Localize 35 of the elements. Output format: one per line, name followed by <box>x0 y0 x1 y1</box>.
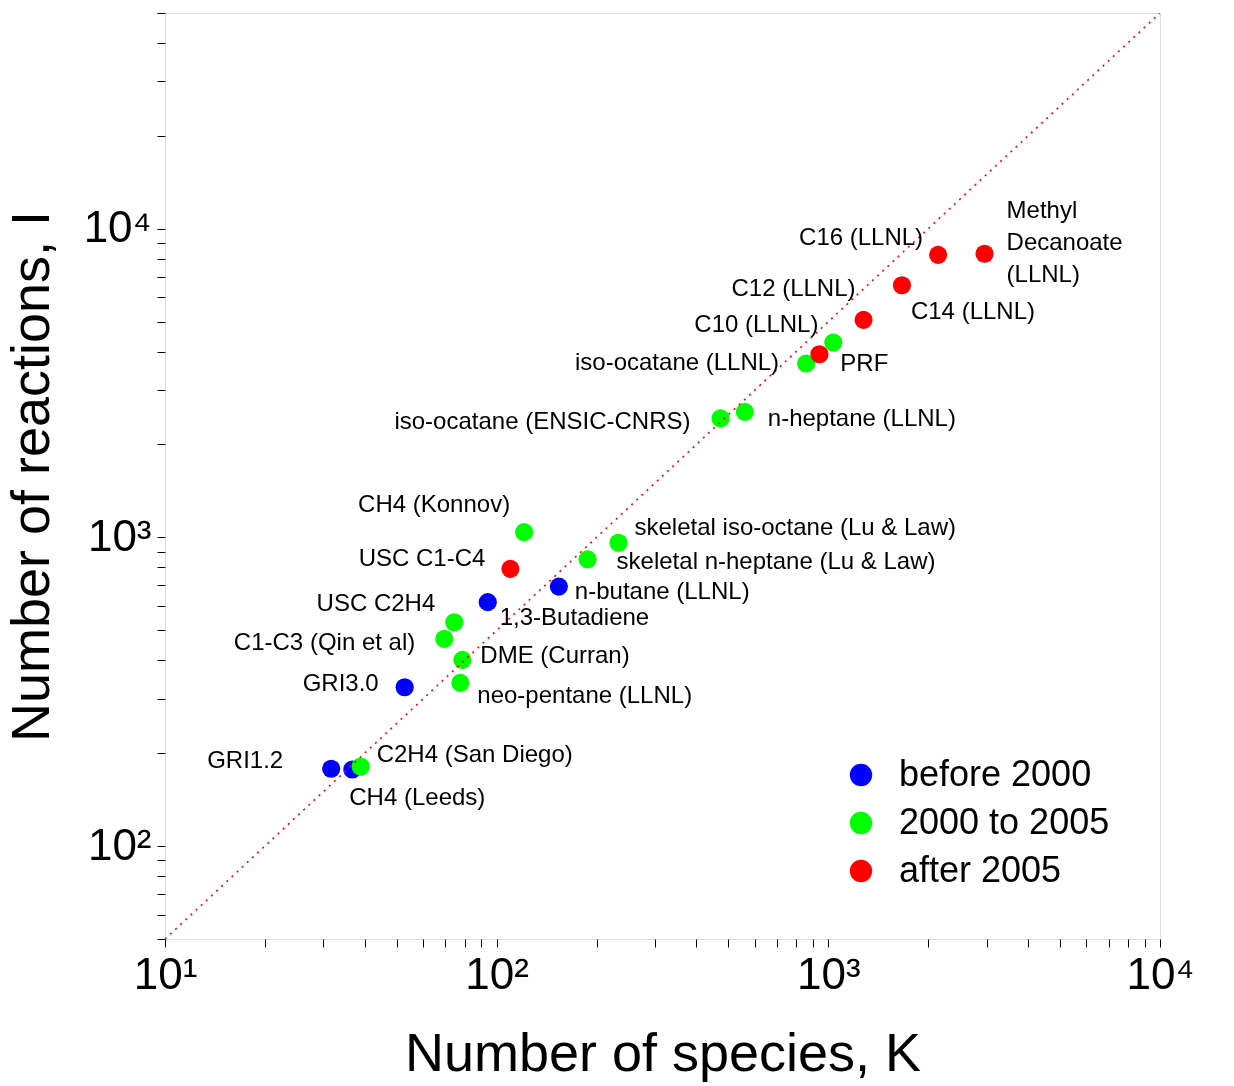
annotation: neo-pentane (LLNL) <box>477 680 693 708</box>
annotation: USC C1-C4 <box>358 543 486 571</box>
annotation: C2H4 (San Diego) <box>376 739 573 767</box>
annotation: GRI1.2 <box>207 745 284 773</box>
y-tick-label: 10⁴ <box>83 202 152 252</box>
annotation: Methyl Decanoate (LLNL) <box>1006 195 1123 287</box>
x-tick-label: 10¹ <box>133 948 198 998</box>
annotation: C12 (LLNL) <box>731 273 856 301</box>
annotation: skeletal n-heptane (Lu & Law) <box>616 547 936 575</box>
x-tick-label: 10³ <box>797 948 861 998</box>
annotation: DME (Curran) <box>480 640 630 668</box>
legend-label: after 2005 <box>899 849 1062 890</box>
x-tick-label: 10⁴ <box>1126 948 1195 998</box>
annotation: C14 (LLNL) <box>910 297 1035 325</box>
annotation: CH4 (Konnov) <box>358 490 511 518</box>
annotation: C16 (LLNL) <box>799 222 924 250</box>
annotation: skeletal iso-octane (Lu & Law) <box>634 512 957 540</box>
annotation: n-butane (LLNL) <box>574 576 750 604</box>
annotation: PRF <box>840 348 889 376</box>
x-tick-label: 10² <box>465 948 529 998</box>
annotation: GRI3.0 <box>302 669 379 697</box>
y-tick-label: 10³ <box>87 510 152 560</box>
x-axis-title: Number of species, K <box>404 1021 922 1082</box>
annotation: C10 (LLNL) <box>694 310 819 338</box>
annotation: iso-ocatane (LLNL) <box>575 348 780 376</box>
y-tick-label: 10² <box>87 819 152 869</box>
annotation: 1,3-Butadiene <box>499 603 650 631</box>
annotation: iso-ocatane (ENSIC-CNRS) <box>394 407 691 435</box>
annotation: n-heptane (LLNL) <box>767 403 956 431</box>
legend-label: 2000 to 2005 <box>899 801 1110 842</box>
annotation: C1-C3 (Qin et al) <box>233 627 416 655</box>
legend-label: before 2000 <box>899 753 1092 794</box>
annotation: USC C2H4 <box>316 589 436 617</box>
annotation: CH4 (Leeds) <box>349 782 486 810</box>
y-axis-title: Number of reactions, I <box>0 210 60 743</box>
